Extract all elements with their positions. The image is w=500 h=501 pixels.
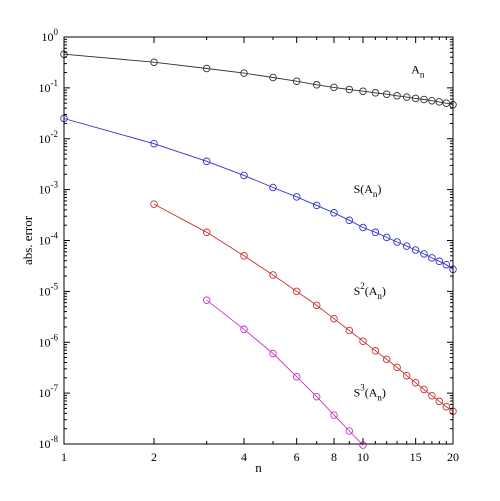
y-tick-label: 100 [42, 27, 59, 44]
series-3-point [345, 326, 354, 335]
series-3-point [202, 228, 211, 237]
series-labels: An S(An) S2(An) S3(An) [354, 63, 425, 403]
series-1-point [345, 85, 354, 94]
series-1-point [402, 93, 411, 101]
series-3-point [292, 287, 301, 296]
series-4-point [240, 325, 248, 334]
series-2-point [402, 242, 411, 250]
series-2-point [442, 260, 451, 269]
series-2-point [420, 250, 428, 258]
series-3-point [330, 314, 338, 323]
series-line-1 [63, 53, 454, 106]
x-tick-label: 4 [241, 450, 247, 464]
series-4-point [330, 411, 338, 419]
series-label-1: An [411, 63, 425, 80]
x-tick-label: 20 [447, 450, 459, 464]
series-4-point [202, 296, 211, 304]
series-3-point [428, 391, 436, 400]
series-1-point [411, 94, 420, 103]
series-1-point [292, 77, 301, 85]
series-4-point [292, 372, 301, 381]
series-3-point [312, 301, 321, 310]
series-3-point [240, 252, 248, 260]
series-1-point [371, 89, 380, 97]
series-4-point [269, 349, 277, 358]
series-1-point [435, 98, 444, 106]
x-tick-label: 6 [294, 450, 300, 464]
y-axis-label: abs. error [20, 215, 35, 265]
plot-marks [60, 50, 457, 449]
series-3-point [435, 397, 444, 406]
series-4-point [312, 392, 321, 401]
series-2-point [240, 171, 248, 180]
series-1-point [269, 73, 277, 82]
series-1-point [150, 58, 158, 66]
y-tick-label: 10-1 [39, 78, 59, 95]
series-line-3 [153, 203, 454, 412]
y-tick-label: 10-4 [39, 231, 59, 248]
series-3-point [371, 347, 380, 355]
y-tick-label: 10-6 [39, 332, 59, 349]
series-1-point [420, 95, 428, 104]
series-1-point [330, 83, 338, 92]
series-2-point [382, 233, 391, 242]
x-tick-label: 1 [61, 450, 67, 464]
series-2-point [330, 209, 338, 217]
axes: 100 10-1 10-2 10-3 10-4 10-5 10-6 10-7 10-81 2 4 6 8… [39, 27, 460, 464]
series-1-point [359, 87, 367, 95]
series-1-point [428, 96, 436, 105]
series-3-point [269, 271, 277, 279]
series-label-4: S3(An) [354, 383, 386, 403]
series-3-point [402, 371, 411, 380]
series-1-point [393, 92, 401, 100]
series-2-point [371, 228, 380, 237]
series-3-point [382, 355, 391, 364]
x-tick-label: 15 [410, 450, 422, 464]
x-tick-label: 10 [357, 450, 369, 464]
series-3-point [442, 402, 451, 411]
series-2-point [345, 216, 354, 225]
series-line-4 [206, 299, 364, 446]
x-tick-label: 2 [151, 450, 157, 464]
y-tick-label: 10-8 [39, 434, 59, 451]
y-tick-label: 10-7 [39, 383, 59, 400]
series-2-point [428, 254, 436, 262]
series-2-point [411, 246, 420, 254]
series-1-point [382, 90, 391, 98]
series-4-point [345, 427, 354, 435]
series-2-point [435, 257, 444, 266]
y-tick-label: 10-3 [39, 180, 59, 197]
x-axis-label: n [255, 460, 262, 475]
series-1-point [202, 64, 211, 73]
series-1-point [312, 81, 321, 89]
series-3-point [393, 363, 401, 372]
series-2-point [292, 193, 301, 201]
series-label-3: S2(An) [354, 281, 386, 301]
series-3-point [411, 378, 420, 387]
series-label-2: S(An) [354, 182, 382, 199]
series-2-point [202, 157, 211, 166]
series-3-point [150, 200, 158, 208]
series-1-point [240, 69, 248, 77]
series-2-point [312, 201, 321, 210]
series-3-point [359, 337, 367, 345]
series-2-point [150, 139, 158, 148]
series-2-point [269, 183, 277, 192]
x-tick-label: 8 [331, 450, 337, 464]
series-3-point [420, 385, 428, 394]
y-tick-label: 10-2 [39, 129, 59, 146]
series-2-point [359, 223, 367, 232]
y-tick-label: 10-5 [39, 281, 59, 298]
series-line-2 [63, 118, 454, 270]
series-2-point [393, 238, 401, 246]
